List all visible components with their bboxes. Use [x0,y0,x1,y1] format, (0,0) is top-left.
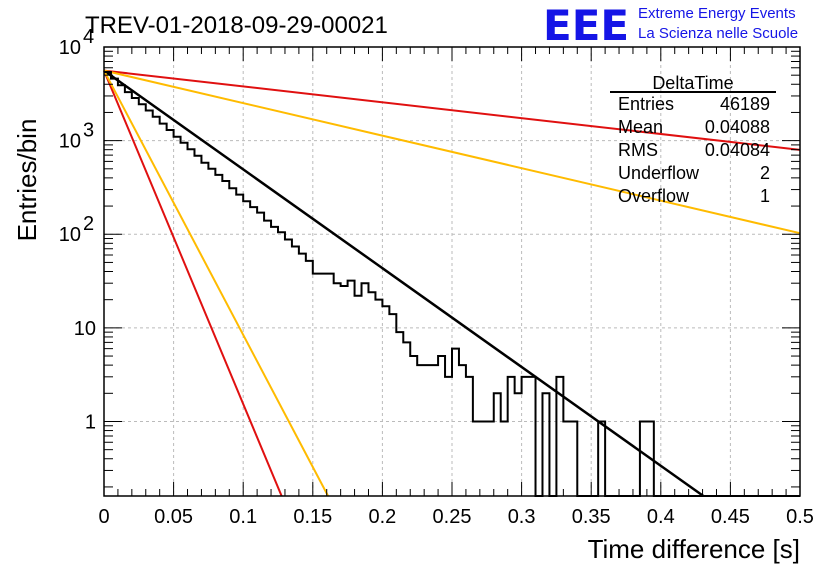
fit-curve [103,69,705,498]
stats-value: 1 [760,186,770,206]
x-tick-label: 0.35 [572,506,611,528]
stats-title: DeltaTime [652,73,733,93]
stats-value: 0.04088 [705,117,770,137]
logo-line-1: Extreme Energy Events [638,5,796,22]
eee-logo: EEE [543,1,629,50]
y-tick-exponent: 3 [83,120,94,142]
stats-label: Underflow [618,163,700,183]
logo-line-2: La Scienza nelle Scuole [638,25,798,42]
x-tick-label: 0.25 [433,506,472,528]
fit-curve [103,69,801,151]
y-axis-label: Entries/bin [12,119,42,242]
x-tick-label: 0.45 [711,506,750,528]
stats-value: 0.04084 [705,140,770,160]
stats-box: DeltaTime Entries 46189 Mean 0.04088 RMS 0.04… [610,73,776,206]
y-tick-label: 10 [59,224,81,246]
y-tick-label: 10 [59,37,81,59]
y-tick-exponent: 4 [83,26,94,48]
plot-title: TREV-01-2018-09-29-00021 [85,12,388,39]
fit-curve [103,70,329,497]
x-tick-label: 0 [98,506,109,528]
x-tick-label: 0.1 [229,506,257,528]
stats-label: Overflow [618,186,690,206]
y-tick-label: 10 [59,131,81,153]
fit-curve [103,70,283,497]
x-tick-label: 0.3 [508,506,536,528]
y-tick-label: 10 [74,318,96,340]
x-tick-label: 0.15 [293,506,332,528]
stats-value: 2 [760,163,770,183]
grid [103,46,801,496]
stats-value: 46189 [720,94,770,114]
fit-curve [103,69,801,235]
stats-label: Mean [618,117,663,137]
y-tick-label: 1 [85,411,96,433]
stats-label: RMS [618,140,658,160]
x-tick-label: 0.05 [154,506,193,528]
x-axis: 0 0.05 0.1 0.15 0.2 0.25 0.3 0.35 0.4 0.45 0.5 [98,47,814,528]
fit-curves [103,69,801,498]
x-axis-label: Time difference [s] [588,534,800,564]
x-tick-label: 0.4 [647,506,675,528]
x-tick-label: 0.2 [368,506,396,528]
stats-label: Entries [618,94,674,114]
x-tick-label: 0.5 [786,506,814,528]
y-tick-exponent: 2 [83,213,94,235]
